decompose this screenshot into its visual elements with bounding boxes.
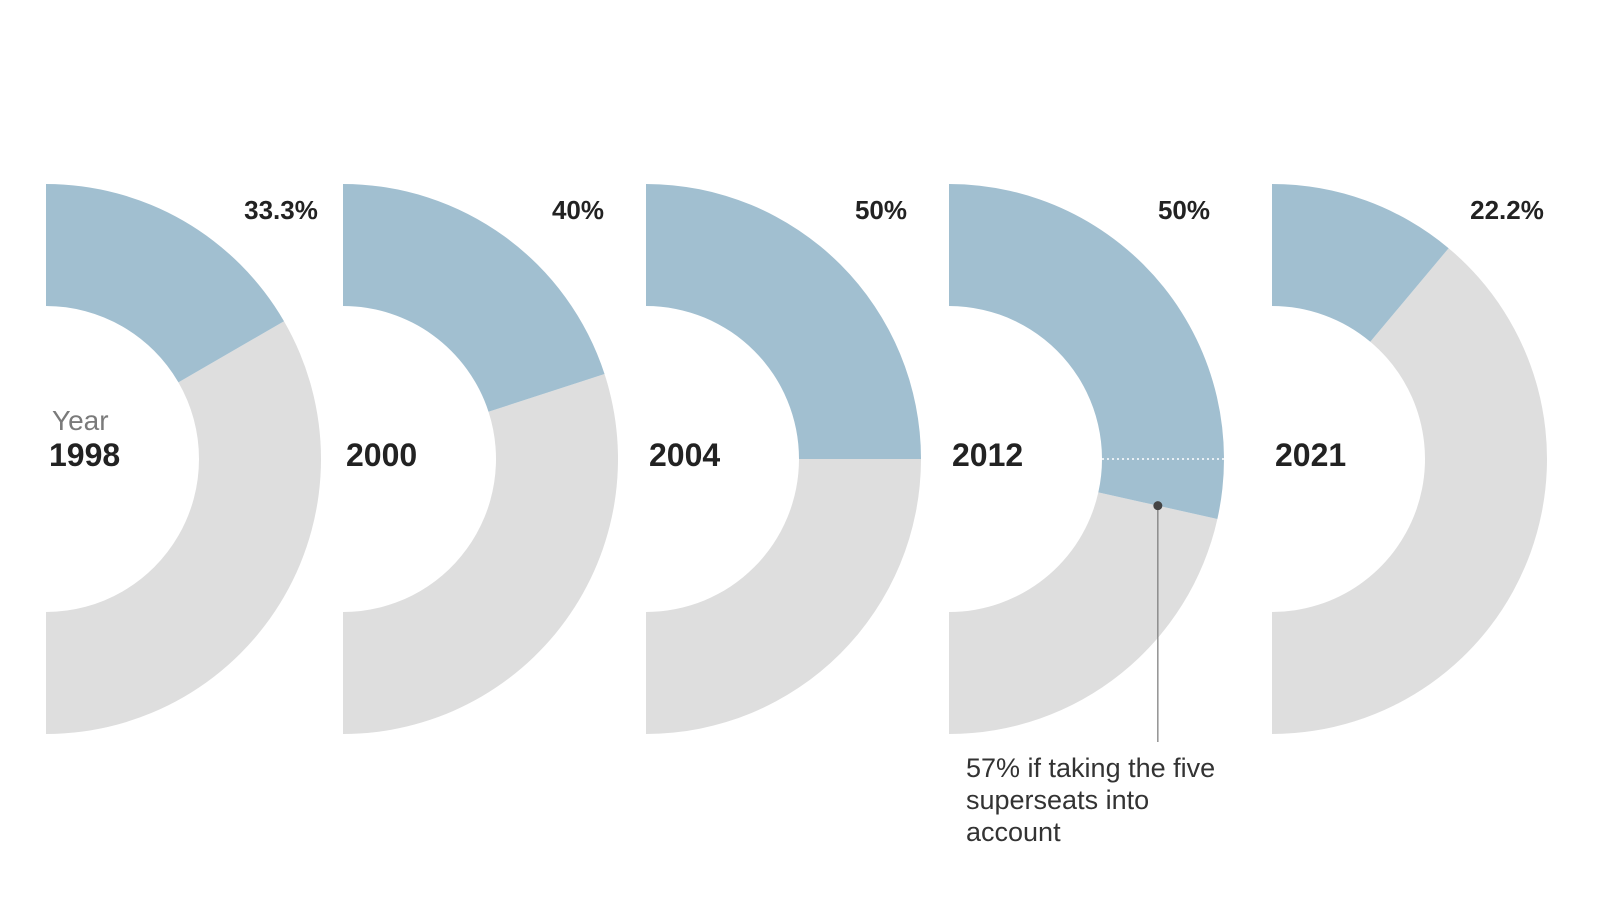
rest-segment-1998 (46, 321, 321, 734)
year-label-2021: 2021 (1275, 437, 1346, 473)
rest-segment-2012 (949, 492, 1218, 734)
share-segment-2012 (949, 184, 1224, 519)
year-label-2004: 2004 (649, 437, 720, 473)
share-segment-2004 (646, 184, 921, 459)
share-label-2000: 40% (552, 195, 604, 225)
share-segment-2021 (1272, 184, 1449, 342)
year-caption: Year (52, 405, 109, 436)
share-segment-1998 (46, 184, 285, 383)
rest-segment-2004 (646, 459, 921, 734)
share-segment-2000 (343, 184, 605, 412)
year-label-1998: 1998 (49, 437, 120, 473)
year-label-2012: 2012 (952, 437, 1023, 473)
rest-segment-2000 (343, 374, 618, 734)
annotation-note: 57% if taking the five superseats into a… (966, 753, 1216, 847)
share-label-2021: 22.2% (1470, 195, 1544, 225)
rest-segment-2021 (1272, 248, 1548, 734)
year-label-2000: 2000 (346, 437, 417, 473)
share-label-2004: 50% (855, 195, 907, 225)
share-label-2012: 50% (1158, 195, 1210, 225)
share-label-1998: 33.3% (244, 195, 318, 225)
annotation-dot (1153, 501, 1163, 511)
